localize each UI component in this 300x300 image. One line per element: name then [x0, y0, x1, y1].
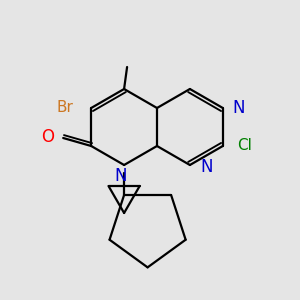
Text: N: N [200, 158, 212, 176]
Text: Cl: Cl [237, 137, 252, 152]
Text: N: N [115, 167, 127, 185]
Text: N: N [233, 99, 245, 117]
Text: O: O [41, 128, 54, 146]
Text: Br: Br [56, 100, 73, 116]
